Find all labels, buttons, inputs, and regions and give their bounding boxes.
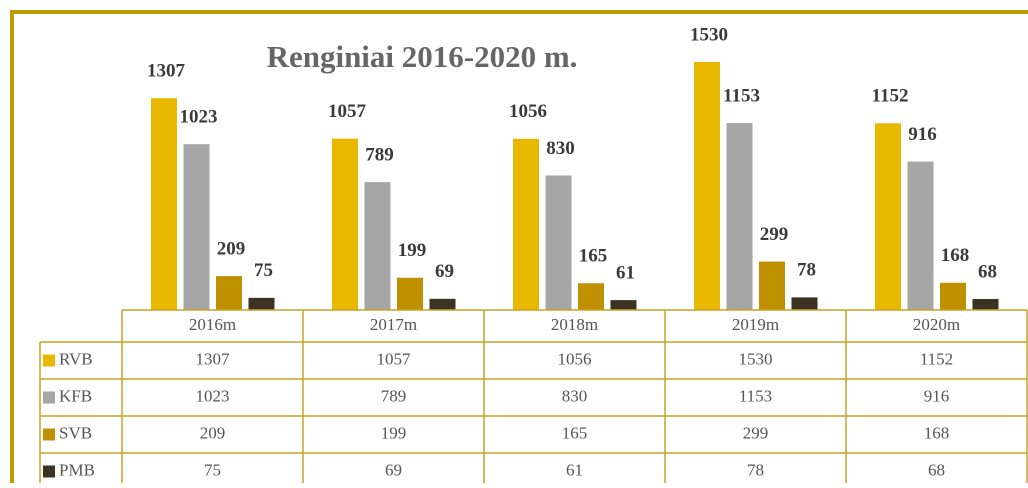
x-tick-label: 2017m xyxy=(370,315,417,334)
data-label: 1153 xyxy=(723,85,760,106)
x-tick-label: 2020m xyxy=(913,315,960,334)
legend-label: KFB xyxy=(59,386,92,405)
bar xyxy=(397,277,423,310)
data-label: 168 xyxy=(941,245,970,266)
data-label: 1056 xyxy=(509,101,547,122)
table-cell: 1530 xyxy=(739,349,773,368)
data-label: 69 xyxy=(435,261,454,282)
data-label: 209 xyxy=(217,238,246,259)
data-label: 916 xyxy=(908,124,937,145)
table-cell: 916 xyxy=(924,386,950,405)
table-cell: 209 xyxy=(200,423,226,442)
legend-key xyxy=(43,428,55,441)
table-cell: 168 xyxy=(924,423,950,442)
table-cell: 69 xyxy=(385,460,402,479)
data-label: 61 xyxy=(616,262,635,283)
bar xyxy=(940,282,966,310)
table-cell: 165 xyxy=(562,423,588,442)
data-label: 165 xyxy=(579,246,608,267)
data-label: 1307 xyxy=(147,61,186,82)
bar xyxy=(578,283,604,310)
bar xyxy=(429,298,456,310)
frame-left xyxy=(10,10,14,483)
table-cell: 199 xyxy=(381,423,407,442)
bar xyxy=(726,123,753,311)
bar xyxy=(216,276,242,310)
bar xyxy=(875,123,901,310)
data-label: 789 xyxy=(365,144,394,165)
legend-key xyxy=(43,465,55,478)
data-label: 1530 xyxy=(690,24,728,45)
table-cell: 75 xyxy=(204,460,221,479)
data-label: 1057 xyxy=(328,101,367,122)
table-cell: 78 xyxy=(747,460,764,479)
table-cell: 1152 xyxy=(920,349,953,368)
legend-label: SVB xyxy=(59,423,92,442)
table-cell: 1056 xyxy=(558,349,592,368)
bar xyxy=(610,300,637,310)
x-tick-label: 2018m xyxy=(551,315,598,334)
table-cell: 299 xyxy=(743,423,769,442)
legend-label: PMB xyxy=(59,460,95,479)
table-cell: 61 xyxy=(566,460,583,479)
data-label: 199 xyxy=(398,240,427,261)
bar xyxy=(907,161,934,310)
table-cell: 1153 xyxy=(739,386,772,405)
x-tick-label: 2016m xyxy=(189,315,236,334)
table-cell: 68 xyxy=(928,460,945,479)
bar xyxy=(545,175,572,310)
bar xyxy=(759,261,785,310)
data-label: 68 xyxy=(978,261,997,282)
bar xyxy=(151,98,177,310)
data-label: 75 xyxy=(254,260,273,281)
bar xyxy=(364,182,391,310)
table-cell: 789 xyxy=(381,386,407,405)
bar xyxy=(972,298,999,310)
bar xyxy=(332,138,358,310)
bar xyxy=(183,144,210,310)
x-tick-label: 2019m xyxy=(732,315,779,334)
table-cell: 1023 xyxy=(196,386,230,405)
table-cell: 1307 xyxy=(196,349,231,368)
data-label: 1152 xyxy=(872,86,909,107)
chart-title: Renginiai 2016-2020 m. xyxy=(267,39,578,74)
legend-key xyxy=(43,354,55,367)
data-label: 1023 xyxy=(180,107,218,128)
bar xyxy=(791,297,818,310)
bar xyxy=(248,297,275,310)
bar xyxy=(513,138,539,310)
data-label: 78 xyxy=(797,260,816,281)
legend-label: RVB xyxy=(59,349,93,368)
table-cell: 1057 xyxy=(377,349,412,368)
data-label: 830 xyxy=(546,138,575,159)
legend-key xyxy=(43,391,55,404)
data-label: 299 xyxy=(760,224,789,245)
table-cell: 830 xyxy=(562,386,588,405)
frame-top xyxy=(10,10,1028,14)
bar xyxy=(694,62,720,310)
